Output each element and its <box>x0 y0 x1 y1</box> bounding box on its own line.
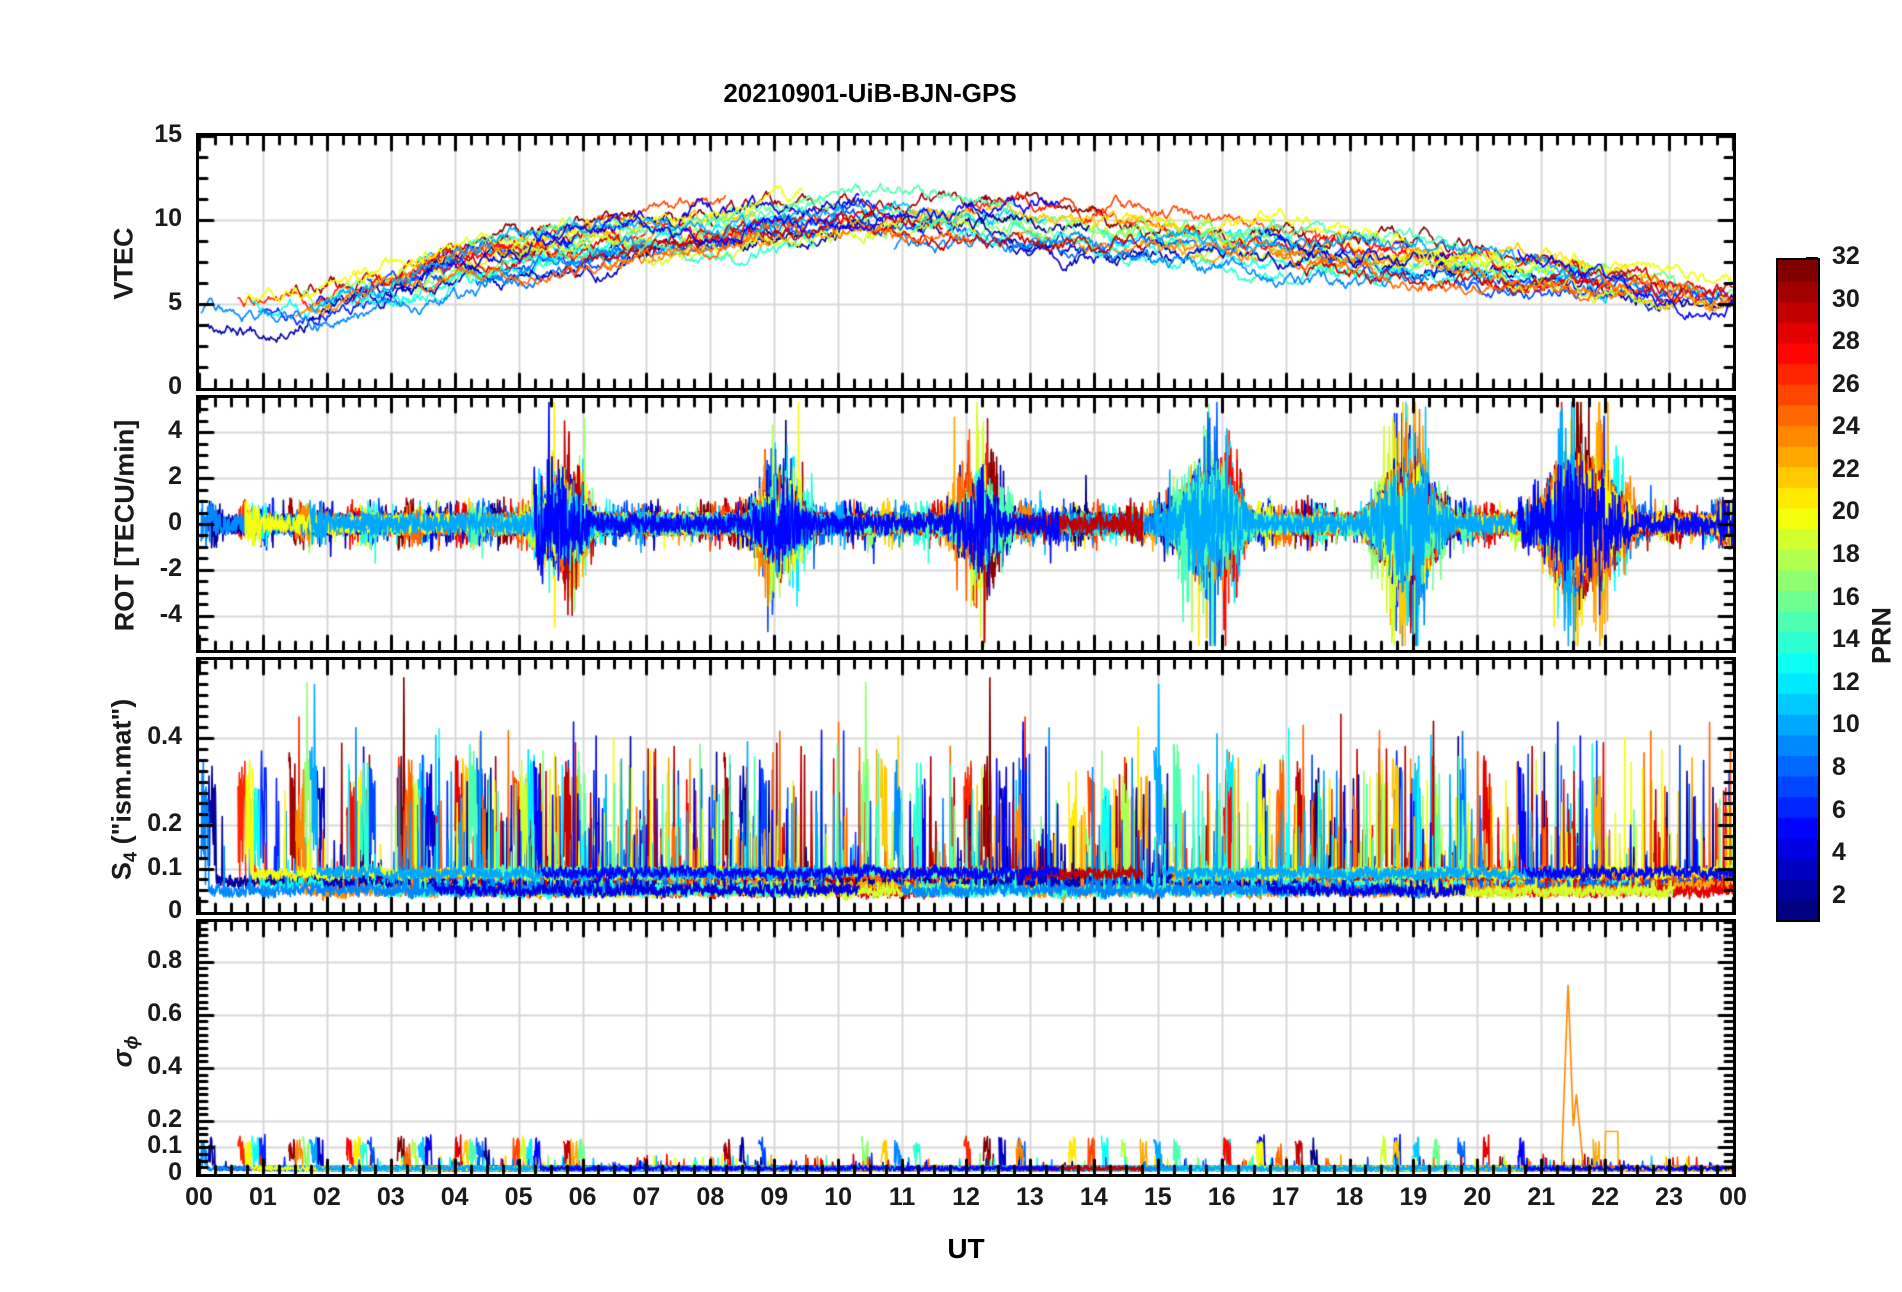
colorbar-tick-26: 26 <box>1832 369 1860 398</box>
xtick-3: 03 <box>376 1183 405 1211</box>
colorbar-tick-22: 22 <box>1832 454 1860 483</box>
xtick-0: 00 <box>185 1183 213 1211</box>
panel-s4 <box>196 657 1736 915</box>
ytick-s4-0p4: 0.4 <box>147 722 182 751</box>
ytick-sigmaphi-0p4: 0.4 <box>147 1051 182 1080</box>
colorbar-tick-20: 20 <box>1832 497 1860 526</box>
s4-axis-label: S4 ("ism.mat") <box>106 698 141 881</box>
xtick-11: 11 <box>888 1183 916 1211</box>
xtick-12: 12 <box>952 1183 980 1211</box>
ytick-rot-0: 0 <box>168 508 182 536</box>
colorbar-tick-10: 10 <box>1832 710 1860 739</box>
xtick-20: 20 <box>1463 1183 1492 1211</box>
sigma-phi-plot-canvas <box>199 922 1733 1174</box>
colorbar-tick-8: 8 <box>1832 752 1846 781</box>
colorbar-tick-16: 16 <box>1832 582 1860 611</box>
colorbar-tick-32: 32 <box>1832 242 1860 270</box>
xtick-10: 10 <box>824 1183 853 1211</box>
xtick-5: 05 <box>504 1183 533 1211</box>
colorbar-tick-2: 2 <box>1832 880 1846 909</box>
xtick-6: 06 <box>568 1183 597 1211</box>
ytick-rot-4: 4 <box>168 416 182 445</box>
xtick-9: 09 <box>760 1183 789 1211</box>
panel-vtec <box>196 133 1736 391</box>
xtick-18: 18 <box>1335 1183 1364 1211</box>
ytick-vtec-0: 0 <box>168 372 182 400</box>
x-axis-label: UT <box>947 1233 985 1264</box>
s4-plot-canvas <box>199 660 1733 912</box>
xtick-13: 13 <box>1016 1183 1044 1211</box>
xtick-23: 23 <box>1655 1183 1683 1211</box>
colorbar-label: PRN <box>1866 607 1897 665</box>
xtick-7: 07 <box>632 1183 661 1211</box>
prn-colorbar <box>1776 258 1820 922</box>
xtick-14: 14 <box>1079 1183 1108 1211</box>
colorbar-tick-18: 18 <box>1832 540 1860 569</box>
panel-sigma-phi <box>196 919 1736 1177</box>
xtick-1: 01 <box>249 1183 277 1211</box>
colorbar-tick-28: 28 <box>1832 327 1860 356</box>
ytick-rot-neg2: -2 <box>159 553 182 582</box>
ytick-sigmaphi-0p1: 0.1 <box>147 1131 182 1160</box>
xtick-8: 08 <box>696 1183 725 1211</box>
ytick-vtec-5: 5 <box>168 288 182 316</box>
xtick-22: 22 <box>1591 1183 1620 1211</box>
ytick-s4-0p1: 0.1 <box>147 852 182 881</box>
ytick-sigmaphi-0p8: 0.8 <box>147 945 182 974</box>
ytick-sigmaphi-0p6: 0.6 <box>147 998 182 1027</box>
rot-plot-canvas <box>199 398 1733 650</box>
panel-rot <box>196 395 1736 653</box>
xtick-16: 16 <box>1207 1183 1236 1211</box>
colorbar-tick-6: 6 <box>1832 795 1846 824</box>
ytick-vtec-15: 15 <box>154 120 182 148</box>
ytick-rot-2: 2 <box>168 462 182 491</box>
colorbar-tick-4: 4 <box>1832 838 1846 867</box>
xtick-21: 21 <box>1527 1183 1556 1211</box>
xtick-24: 00 <box>1719 1183 1747 1211</box>
ytick-sigmaphi-0: 0 <box>168 1158 182 1186</box>
colorbar-tick-24: 24 <box>1832 412 1860 441</box>
figure-title: 20210901-UiB-BJN-GPS <box>723 78 1017 108</box>
xtick-4: 04 <box>440 1183 469 1211</box>
colorbar-tick-14: 14 <box>1832 625 1860 654</box>
ytick-vtec-10: 10 <box>154 204 182 232</box>
ytick-s4-0p2: 0.2 <box>147 809 182 838</box>
vtec-plot-canvas <box>199 136 1733 388</box>
ytick-rot-neg4: -4 <box>159 599 182 628</box>
ytick-sigmaphi-0p2: 0.2 <box>147 1104 182 1133</box>
xtick-2: 02 <box>312 1183 341 1211</box>
colorbar-tick-12: 12 <box>1832 667 1860 696</box>
xtick-15: 15 <box>1143 1183 1172 1211</box>
ytick-s4-0: 0 <box>168 896 182 924</box>
xtick-19: 19 <box>1399 1183 1428 1211</box>
xtick-17: 17 <box>1271 1183 1300 1211</box>
colorbar-tick-30: 30 <box>1832 284 1860 313</box>
